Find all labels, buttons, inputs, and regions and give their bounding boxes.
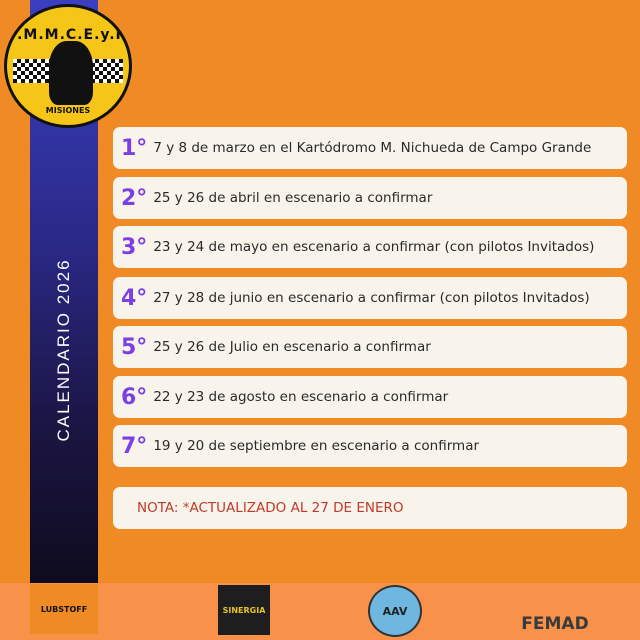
checkered-flag-icon bbox=[13, 59, 53, 83]
event-text: 23 y 24 de mayo en escenario a confirmar… bbox=[153, 239, 595, 255]
sponsor-name: LUBSTOFF bbox=[40, 604, 88, 614]
event-text: 22 y 23 de agosto en escenario a confirm… bbox=[153, 389, 449, 405]
event-row: 2° 25 y 26 de abril en escenario a confir… bbox=[113, 177, 627, 219]
event-row: 6° 22 y 23 de agosto en escenario a confi… bbox=[113, 376, 627, 418]
event-number: 3° bbox=[121, 234, 148, 260]
event-number: 7° bbox=[121, 433, 148, 459]
event-text: 25 y 26 de abril en escenario a confirma… bbox=[153, 190, 433, 206]
note-text: NOTA: *ACTUALIZADO AL 27 DE ENERO bbox=[137, 500, 404, 516]
calendar-title: CALENDARIO 2026 bbox=[54, 258, 73, 442]
event-text: 25 y 26 de Julio en escenario a confirma… bbox=[153, 339, 431, 355]
event-number: 6° bbox=[121, 384, 148, 410]
logo-bottom-text: MISIONES bbox=[45, 106, 91, 115]
event-text: 19 y 20 de septiembre en escenario a con… bbox=[153, 438, 480, 454]
sponsor-logo-sinergia: SINERGIA bbox=[218, 585, 270, 635]
event-number: 5° bbox=[121, 334, 148, 360]
event-row: 1° 7 y 8 de marzo en el Kartódromo M. Nic… bbox=[113, 127, 627, 169]
event-number: 4° bbox=[121, 285, 148, 311]
logo-top-text: F.M.M.C.E.y.K bbox=[8, 27, 128, 43]
event-row: 3° 23 y 24 de mayo en escenario a confirm… bbox=[113, 226, 627, 268]
sponsor-name: SINERGIA bbox=[222, 605, 266, 615]
sponsor-logo-lubstoff: LUBSTOFF bbox=[30, 584, 98, 634]
event-row: 4° 27 y 28 de junio en escenario a confir… bbox=[113, 277, 627, 319]
sponsor-logo-aav: AAV bbox=[368, 585, 422, 637]
event-row: 5° 25 y 26 de Julio en escenario a confir… bbox=[113, 326, 627, 368]
sponsor-name: FEMAD bbox=[521, 614, 589, 634]
federation-logo: F.M.M.C.E.y.K MISIONES bbox=[4, 4, 132, 128]
rider-icon bbox=[49, 41, 93, 105]
event-text: 7 y 8 de marzo en el Kartódromo M. Nichu… bbox=[153, 140, 592, 156]
sponsor-footer bbox=[0, 583, 640, 640]
event-text: 27 y 28 de junio en escenario a confirma… bbox=[153, 290, 590, 306]
event-number: 1° bbox=[121, 135, 148, 161]
event-number: 2° bbox=[121, 185, 148, 211]
sponsor-logo-femad: FEMAD bbox=[505, 590, 605, 634]
event-row: 7° 19 y 20 de septiembre en escenario a c… bbox=[113, 425, 627, 467]
sponsor-name: AAV bbox=[382, 604, 408, 618]
note-card: NOTA: *ACTUALIZADO AL 27 DE ENERO bbox=[113, 487, 627, 529]
